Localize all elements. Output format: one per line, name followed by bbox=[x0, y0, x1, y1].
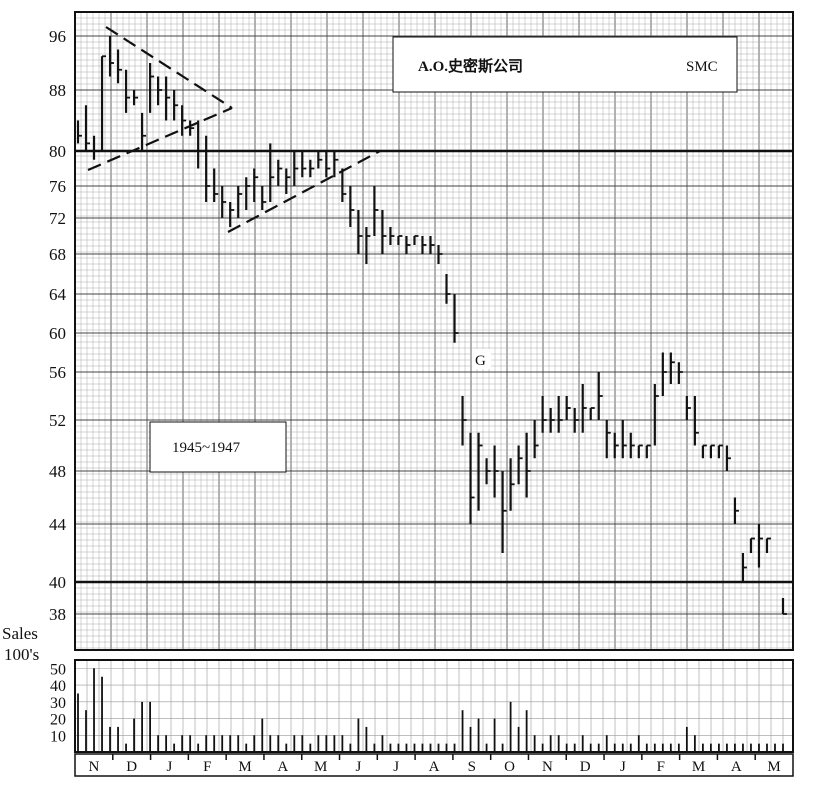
month-label: N bbox=[88, 759, 99, 775]
volume-axis-label-units: 100's bbox=[4, 645, 39, 664]
price-tick-label: 52 bbox=[49, 411, 66, 430]
price-tick-label: 68 bbox=[49, 245, 66, 264]
month-label: A bbox=[277, 759, 288, 775]
period-label: 1945~1947 bbox=[172, 440, 241, 456]
month-label: M bbox=[314, 759, 327, 775]
month-label: J bbox=[355, 759, 361, 775]
trendlines bbox=[87, 26, 381, 233]
price-tick-label: 72 bbox=[49, 209, 66, 228]
annotation-g-label: G bbox=[475, 353, 486, 369]
month-label: O bbox=[504, 759, 515, 775]
volume-tick-label: 40 bbox=[50, 678, 66, 695]
trendline bbox=[87, 106, 233, 172]
month-label: S bbox=[468, 759, 476, 775]
trendline bbox=[105, 26, 233, 109]
price-tick-label: 88 bbox=[49, 81, 66, 100]
period-box: 1945~1947 bbox=[149, 421, 287, 473]
price-tick-label: 38 bbox=[49, 605, 66, 624]
price-tick-label: 96 bbox=[49, 27, 66, 46]
trendline bbox=[227, 150, 381, 233]
volume-tick-label: 50 bbox=[50, 661, 66, 678]
price-grid bbox=[74, 11, 793, 650]
title-box-frame bbox=[392, 36, 738, 93]
price-tick-label: 44 bbox=[49, 515, 67, 534]
volume-tick-label: 20 bbox=[50, 712, 66, 729]
price-tick-label: 40 bbox=[49, 573, 66, 592]
price-tick-label: 76 bbox=[49, 177, 66, 196]
price-tick-label: 80 bbox=[49, 142, 66, 161]
month-label: J bbox=[167, 759, 173, 775]
month-axis-frame bbox=[74, 753, 794, 777]
month-label: M bbox=[238, 759, 251, 775]
period-box-frame bbox=[149, 421, 287, 473]
volume-bars bbox=[77, 668, 784, 752]
company-name: A.O.史密斯公司 bbox=[418, 57, 523, 75]
title-box: A.O.史密斯公司 SMC bbox=[392, 36, 738, 93]
price-tick-label: 56 bbox=[49, 363, 66, 382]
price-axis-labels: 96 88 80 76 72 68 64 60 56 52 48 44 40 38 bbox=[49, 27, 67, 624]
month-label: M bbox=[692, 759, 705, 775]
month-label: A bbox=[429, 759, 440, 775]
annotation-g-background bbox=[472, 349, 491, 369]
volume-panel-frame bbox=[74, 659, 794, 753]
volume-tick-label: 10 bbox=[50, 728, 66, 745]
price-tick-label: 48 bbox=[49, 462, 66, 481]
annotation-g: G bbox=[472, 349, 491, 369]
ticker-symbol: SMC bbox=[686, 59, 718, 75]
month-label: A bbox=[731, 759, 742, 775]
reference-lines bbox=[75, 149, 793, 584]
price-panel-frame bbox=[74, 11, 794, 651]
price-bars bbox=[76, 36, 787, 615]
volume-tick-label: 30 bbox=[50, 695, 66, 712]
volume-axis-label-sales: Sales bbox=[2, 624, 38, 643]
month-label: F bbox=[203, 759, 211, 775]
volume-grid bbox=[74, 660, 793, 752]
month-label: J bbox=[393, 759, 399, 775]
month-label: D bbox=[126, 759, 137, 775]
month-label: D bbox=[580, 759, 591, 775]
month-label: N bbox=[542, 759, 553, 775]
month-label: J bbox=[620, 759, 626, 775]
price-tick-label: 64 bbox=[49, 285, 67, 304]
month-label: M bbox=[767, 759, 780, 775]
month-label: F bbox=[657, 759, 665, 775]
price-tick-label: 60 bbox=[49, 324, 66, 343]
